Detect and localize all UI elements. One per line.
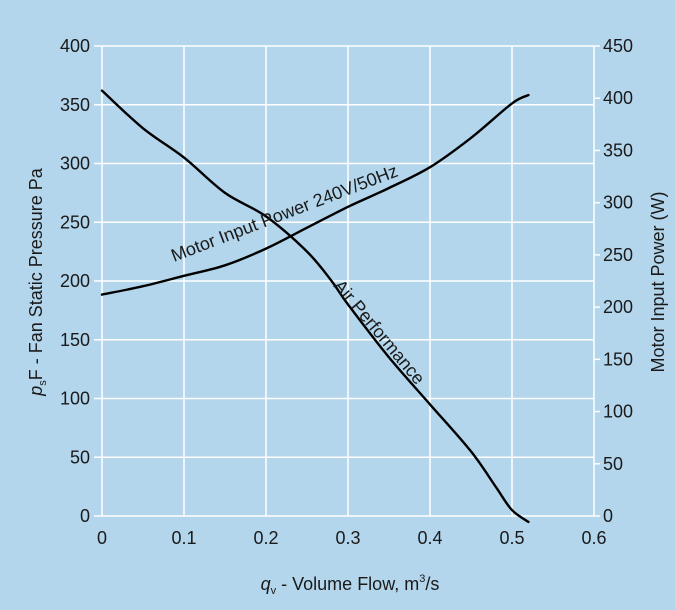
left-y-tick-labels: 0 50 100 150 200 250 300 350 400: [60, 36, 90, 526]
air-performance-curve: [100, 89, 530, 524]
motor-input-power-curve: [100, 93, 530, 296]
right-y-axis-label: Motor Input Power (W): [648, 191, 668, 372]
left-y-tick-label: 400: [60, 36, 90, 56]
left-y-tick-label: 300: [60, 154, 90, 174]
right-y-tick-label: 50: [603, 454, 623, 474]
right-y-tick-label: 150: [603, 349, 633, 369]
left-y-tick-label: 250: [60, 212, 90, 232]
left-y-tick-label: 350: [60, 95, 90, 115]
left-y-tick-label: 200: [60, 271, 90, 291]
x-tick-labels: 0 0.1 0.2 0.3 0.4 0.5 0.6: [97, 528, 607, 548]
left-y-tick-label: 100: [60, 389, 90, 409]
left-y-tick-label: 150: [60, 330, 90, 350]
right-y-tick-label: 300: [603, 193, 633, 213]
x-tick-label: 0: [97, 528, 107, 548]
left-y-axis-label: psF - Fan Static Pressure Pa: [26, 167, 49, 397]
left-y-tick-label: 0: [80, 506, 90, 526]
grid-lines: [94, 45, 600, 517]
right-y-tick-labels: 0 50 100 150 200 250 300 350 400 450: [603, 36, 633, 526]
x-tick-label: 0.2: [253, 528, 278, 548]
right-y-tick-label: 200: [603, 297, 633, 317]
right-y-tick-label: 100: [603, 402, 633, 422]
curves: [100, 89, 530, 524]
x-tick-label: 0.1: [171, 528, 196, 548]
right-y-tick-label: 400: [603, 88, 633, 108]
x-tick-label: 0.4: [417, 528, 442, 548]
x-tick-label: 0.6: [581, 528, 606, 548]
left-y-tick-label: 50: [70, 447, 90, 467]
x-tick-label: 0.3: [335, 528, 360, 548]
x-axis-label: qv - Volume Flow, m3/s: [261, 573, 440, 597]
x-tick-label: 0.5: [499, 528, 524, 548]
right-y-tick-label: 0: [603, 506, 613, 526]
right-y-tick-label: 250: [603, 245, 633, 265]
right-y-tick-label: 350: [603, 140, 633, 160]
right-y-tick-label: 450: [603, 36, 633, 56]
